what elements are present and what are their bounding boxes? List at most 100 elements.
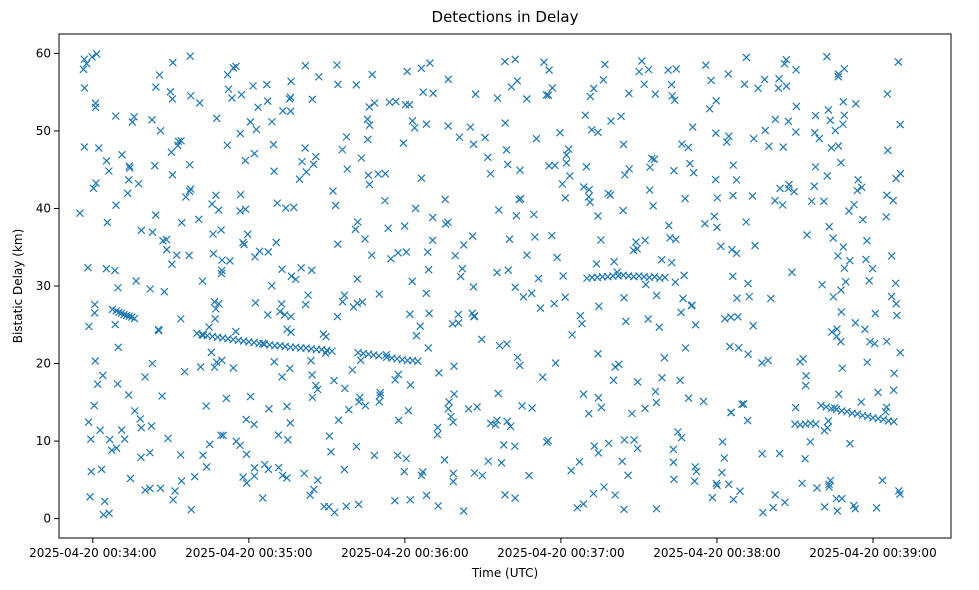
clutter-point	[604, 189, 613, 198]
clutter-point	[239, 473, 248, 481]
clutter-point	[839, 97, 848, 106]
clutter-point	[125, 164, 134, 172]
clutter-point	[806, 437, 815, 446]
clutter-point	[212, 114, 221, 123]
clutter-point	[837, 494, 846, 503]
clutter-point	[769, 503, 778, 512]
clutter-point	[862, 255, 870, 264]
clutter-point	[172, 251, 181, 260]
clutter-point	[263, 97, 272, 106]
clutter-point	[670, 96, 679, 105]
clutter-point	[551, 359, 560, 368]
clutter-point	[837, 286, 845, 295]
clutter-point	[579, 390, 588, 399]
clutter-point	[167, 148, 176, 157]
clutter-point	[667, 80, 676, 89]
clutter-point	[844, 207, 853, 215]
clutter-point	[655, 323, 664, 332]
clutter-point	[516, 166, 524, 175]
clutter-point	[120, 435, 129, 444]
clutter-point	[788, 268, 796, 277]
clutter-point	[167, 260, 176, 269]
clutter-point	[556, 128, 564, 137]
clutter-point	[518, 401, 527, 410]
clutter-point	[732, 294, 741, 303]
clutter-point	[444, 122, 453, 130]
clutter-point	[711, 175, 720, 184]
clutter-point	[630, 436, 639, 444]
clutter-point	[784, 184, 793, 193]
clutter-point	[745, 292, 754, 301]
clutter-point	[408, 116, 417, 125]
clutter-point	[231, 327, 240, 336]
clutter-point	[792, 65, 801, 74]
clutter-point	[826, 116, 835, 125]
clutter-point	[333, 312, 342, 321]
clutter-point	[651, 387, 660, 396]
clutter-point	[894, 57, 903, 66]
clutter-point	[158, 392, 166, 400]
clutter-point	[92, 179, 100, 188]
clutter-point	[512, 211, 521, 220]
track-1-point	[125, 312, 134, 321]
clutter-point	[850, 200, 858, 209]
clutter-point	[80, 143, 89, 151]
clutter-point	[422, 491, 431, 500]
clutter-point	[887, 251, 896, 260]
clutter-point	[684, 394, 693, 403]
clutter-point	[775, 74, 783, 83]
clutter-point	[536, 304, 545, 313]
clutter-point	[724, 70, 733, 78]
x-tick-label: 2025-04-20 00:39:00	[809, 546, 936, 560]
track-5-point	[661, 273, 669, 282]
clutter-point	[295, 175, 304, 184]
chart-title: Detections in Delay	[432, 8, 579, 26]
clutter-point	[710, 212, 719, 221]
clutter-point	[355, 397, 363, 406]
clutter-point	[100, 497, 109, 506]
clutter-point	[854, 175, 863, 184]
clutter-point	[199, 451, 207, 460]
clutter-point	[620, 505, 628, 514]
clutter-point	[236, 206, 245, 215]
clutter-point	[428, 213, 437, 222]
clutter-point	[186, 91, 195, 100]
clutter-point	[260, 460, 269, 469]
clutter-point	[771, 115, 780, 124]
clutter-point	[620, 293, 628, 302]
clutter-point	[671, 235, 680, 244]
clutter-point	[495, 341, 504, 350]
clutter-point	[527, 289, 536, 298]
clutter-point	[124, 390, 133, 399]
track-7-point	[879, 415, 888, 424]
y-axis: 0 10 20 30 40 50 60	[36, 46, 59, 526]
clutter-point	[584, 409, 593, 418]
clutter-point	[104, 167, 113, 175]
clutter-point	[641, 404, 649, 413]
clutter-point	[342, 132, 351, 141]
clutter-point	[352, 442, 361, 451]
clutter-point	[658, 373, 666, 382]
clutter-point	[386, 254, 395, 263]
clutter-point	[597, 403, 606, 412]
clutter-point	[657, 255, 666, 264]
clutter-point	[624, 89, 633, 98]
clutter-point	[617, 112, 626, 121]
clutter-point	[823, 423, 832, 432]
clutter-point	[405, 310, 414, 319]
clutter-point	[102, 264, 111, 273]
clutter-point	[791, 128, 800, 136]
clutter-point	[720, 454, 729, 462]
clutter-point	[156, 484, 165, 493]
clutter-point	[146, 285, 155, 293]
clutter-point	[839, 120, 847, 129]
clutter-point	[210, 363, 219, 372]
clutter-point	[419, 88, 428, 97]
track-1-point	[120, 310, 128, 319]
clutter-point	[304, 291, 313, 300]
clutter-point	[287, 77, 295, 86]
clutter-point	[285, 364, 294, 373]
clutter-point	[325, 432, 334, 440]
clutter-point	[660, 353, 669, 362]
clutter-point	[423, 248, 432, 256]
